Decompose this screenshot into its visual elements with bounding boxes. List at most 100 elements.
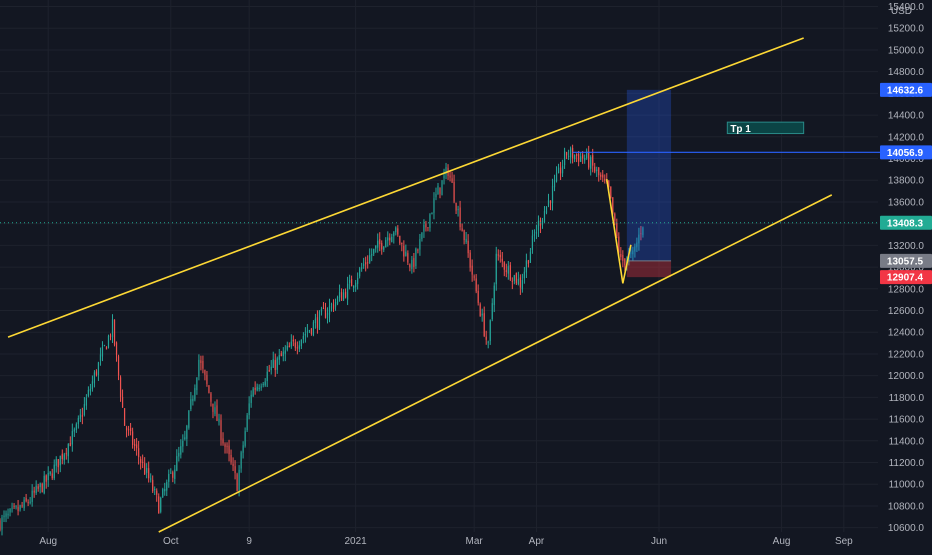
candle-body <box>27 502 29 504</box>
candle-body <box>515 273 517 284</box>
candle-body <box>9 509 11 513</box>
position-target-zone[interactable] <box>626 89 672 261</box>
long-position-tool[interactable] <box>626 89 672 278</box>
candle-body <box>242 445 244 453</box>
candle-body <box>481 313 483 316</box>
candle-body <box>63 454 65 461</box>
candle-body <box>17 507 19 512</box>
candle-body <box>320 308 323 312</box>
candle-body <box>254 387 256 390</box>
candle-body <box>569 148 572 158</box>
candle-body <box>636 242 638 248</box>
candle-body <box>489 320 491 342</box>
candle-body <box>411 259 413 269</box>
candle-body <box>206 375 208 384</box>
candle-body <box>529 251 532 263</box>
candle-body <box>272 359 274 368</box>
candle-body <box>449 175 451 178</box>
channel-lower-line[interactable] <box>158 194 833 533</box>
candle-body <box>437 185 439 195</box>
candle-body <box>584 157 586 161</box>
stop-price-tag: 12907.4 <box>880 270 932 285</box>
candle-body <box>379 239 381 245</box>
candle-body <box>232 463 234 467</box>
candle-body <box>363 264 365 266</box>
candle-body <box>13 505 15 507</box>
candle-body <box>357 277 359 284</box>
candle-body <box>105 346 108 350</box>
candle-body <box>67 443 69 457</box>
candle-body <box>103 345 106 347</box>
candle-body <box>31 490 33 502</box>
candle-body <box>451 178 453 183</box>
pullback-line[interactable] <box>622 244 632 284</box>
candle-body <box>409 264 411 268</box>
candle-body <box>391 236 393 243</box>
candle-body <box>168 473 170 482</box>
candle-body <box>214 407 216 414</box>
position-stop-zone[interactable] <box>626 260 672 278</box>
candle-body <box>467 240 469 254</box>
tp-rect[interactable] <box>726 121 805 135</box>
candle-body <box>306 331 309 333</box>
candle-body <box>25 497 27 502</box>
candle-body <box>270 366 272 371</box>
time-tick-label: Oct <box>163 536 179 547</box>
candle-body <box>338 292 341 298</box>
candle-body <box>276 358 278 370</box>
candle-body <box>630 252 632 254</box>
candle-body <box>53 464 55 479</box>
candle-body <box>455 202 457 211</box>
candle-body <box>576 154 578 156</box>
pullback-line[interactable] <box>605 179 624 284</box>
candle-body <box>369 255 371 263</box>
candle-body <box>204 370 206 375</box>
candle-body <box>146 467 148 473</box>
drawings[interactable] <box>0 37 932 533</box>
candle-body <box>97 362 100 376</box>
candle-body <box>260 386 262 388</box>
candle-body <box>620 253 622 257</box>
candle-body <box>385 240 387 248</box>
candle-body <box>485 336 487 340</box>
candle-body <box>545 206 548 213</box>
candle-body <box>109 335 112 337</box>
price-tick-label: 11000.0 <box>889 480 925 491</box>
candle-body <box>45 475 47 482</box>
time-axis[interactable]: Aug Oct 9 2021 Mar Apr Jun Aug Sep <box>39 536 853 547</box>
candle-body <box>580 156 582 162</box>
time-tick-label: 9 <box>246 536 252 547</box>
candle-body <box>71 431 73 445</box>
candle-body <box>190 399 192 410</box>
candle-body <box>427 227 429 229</box>
candle-body <box>477 290 479 303</box>
candle-body <box>150 478 152 480</box>
candle-body <box>324 308 327 318</box>
candle-body <box>461 228 463 231</box>
candle-body <box>367 262 369 264</box>
tp-box[interactable]: Tp 1 <box>726 121 805 135</box>
candle-body <box>642 227 644 235</box>
candle-body <box>69 443 71 447</box>
candle-body <box>421 232 423 239</box>
candle-body <box>326 313 329 319</box>
candle-body <box>618 236 620 253</box>
price-tick-label: 11600.0 <box>889 415 925 426</box>
candle-body <box>393 232 395 237</box>
stop-tag-bg <box>880 270 932 285</box>
channel-upper-line[interactable] <box>7 37 804 338</box>
candle-body <box>176 456 178 471</box>
candle-body <box>156 490 158 495</box>
candle-body <box>417 249 419 251</box>
candle-body <box>469 252 471 268</box>
candle-body <box>73 429 75 432</box>
candle-body <box>148 468 150 479</box>
candle-body <box>401 242 403 245</box>
candle-body <box>3 515 5 518</box>
candle-body <box>471 265 473 275</box>
candle-body <box>312 322 315 336</box>
candle-body <box>624 258 626 266</box>
candle-body <box>125 427 128 431</box>
